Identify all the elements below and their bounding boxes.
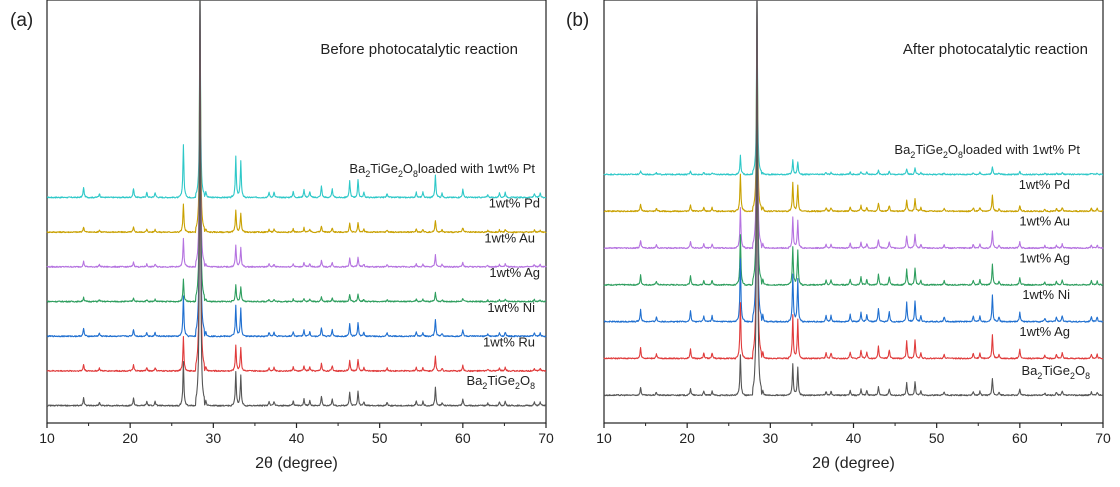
x-tick-label: 50: [372, 430, 388, 446]
series-label: 1wt% Ni: [487, 300, 535, 315]
series-trace: [46, 0, 547, 373]
series-label: 1wt% Ag: [489, 265, 540, 280]
plot-frame: [46, 0, 547, 424]
series-label: 1wt% Pd: [489, 196, 540, 211]
x-tick-label: 60: [1012, 430, 1028, 446]
series-label: Ba2TiGe2O8loaded with 1wt% Pt: [894, 142, 1080, 160]
series-trace: [46, 0, 547, 268]
series-label: 1wt% Ru: [483, 335, 535, 350]
series-trace: [46, 0, 547, 303]
series-label: 1wt% Ni: [1022, 287, 1070, 302]
series-trace: [603, 0, 1104, 213]
x-tick-label: 60: [455, 430, 471, 446]
series-trace: [46, 0, 547, 338]
series-trace: [46, 0, 547, 234]
series-label: 1wt% Au: [1019, 214, 1070, 229]
x-tick-label: 70: [538, 430, 554, 446]
series-label: 1wt% Ag: [1019, 324, 1070, 339]
series-trace: [46, 0, 547, 199]
series-label: 1wt% Au: [484, 230, 535, 245]
x-tick-label: 40: [846, 430, 862, 446]
x-tick-label: 40: [289, 430, 305, 446]
series-label: 1wt% Ag: [1019, 250, 1070, 265]
series-trace: [603, 0, 1104, 323]
xrd-panel-b: (b) After photocatalytic reaction 10 20 30 40…: [566, 0, 1111, 472]
panel-label: (a): [10, 10, 33, 31]
x-tick-label: 20: [679, 430, 695, 446]
x-tick-label: 70: [1095, 430, 1111, 446]
x-tick-label: 20: [122, 430, 138, 446]
series-trace: [603, 0, 1104, 176]
x-tick-label: 10: [596, 430, 612, 446]
series-label: Ba2TiGe2O8: [1022, 363, 1091, 381]
series-trace: [603, 0, 1104, 360]
series-label: 1wt% Pd: [1019, 177, 1070, 192]
series-label: Ba2TiGe2O8: [467, 373, 536, 391]
series-trace: [46, 0, 547, 407]
series-trace: [603, 0, 1104, 397]
x-axis-label: 2θ (degree): [255, 455, 338, 472]
x-tick-label: 30: [206, 430, 222, 446]
panel-annotation: After photocatalytic reaction: [903, 41, 1088, 58]
x-tick-label: 50: [929, 430, 945, 446]
x-tick-label: 10: [39, 430, 55, 446]
panel-label: (b): [566, 10, 589, 31]
panel-annotation: Before photocatalytic reaction: [320, 41, 518, 58]
series-trace: [603, 0, 1104, 250]
x-axis-label: 2θ (degree): [812, 455, 895, 472]
xrd-panel-a: (a) Before photocatalytic reaction 10 20 30 4…: [10, 0, 554, 472]
x-tick-label: 30: [763, 430, 779, 446]
series-label: Ba2TiGe2O8loaded with 1wt% Pt: [349, 161, 535, 179]
series-trace: [603, 0, 1104, 286]
